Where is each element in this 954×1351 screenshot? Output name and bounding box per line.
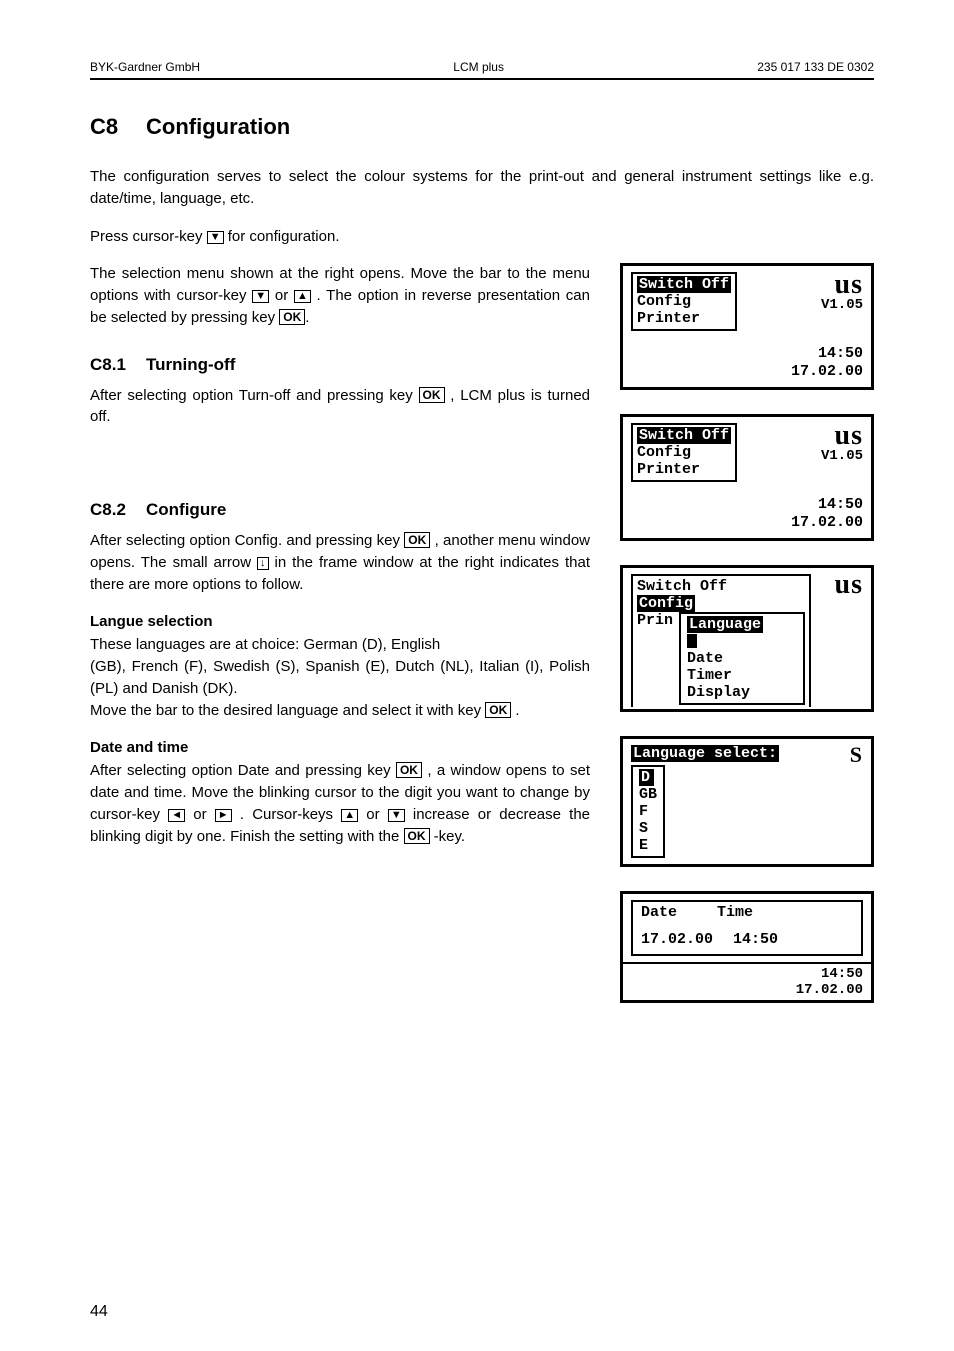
lcd4-o1: D [639,769,654,786]
intro-p1: The configuration serves to select the c… [90,166,874,210]
lcd3-sub4: Display [687,684,797,701]
lang-p1: These languages are at choice: German (D… [90,634,590,656]
lang-p3: Move the bar to the desired language and… [90,700,590,722]
lcd1-logo: us [821,272,863,297]
lcd5-date: 17.02.00 [631,982,863,998]
lcd1-opt1: Switch Off [637,276,731,293]
ok-key: OK [404,532,430,548]
lcd2-time: 14:50 [631,496,863,514]
hdr-left: BYK-Gardner GmbH [90,60,200,74]
lcd5-v2: 14:50 [733,931,778,948]
lcd3-sub2: Date [687,650,797,667]
section-num: C8 [90,114,146,140]
cursor-left-key: ◄ [168,809,185,822]
lcd2-logo: us [821,423,863,448]
lcd-panel-1: Switch Off Config Printer us V1.05 14:50… [620,263,874,390]
ok-key: OK [396,762,422,778]
p-c81: After selecting option Turn-off and pres… [90,385,590,429]
intro-p2: Press cursor-key ▼ for configuration. [90,226,874,248]
hdr-center: LCM plus [453,60,504,74]
lcd4-o3: F [639,803,657,820]
lcd4-o5: E [639,837,657,854]
lcd4-o4: S [639,820,657,837]
lcd4-o2: GB [639,786,657,803]
lcd4-options: D GB F S E [631,765,665,858]
lcd1-date: 17.02.00 [631,363,863,381]
section-text: Configuration [146,114,290,139]
intro-p3: The selection menu shown at the right op… [90,263,590,328]
sub-c82: C8.2Configure [90,500,590,520]
lcd3-sub1: Language [687,616,763,633]
page-number: 44 [90,1303,108,1321]
lcd3-top2: Config [637,595,695,612]
lcd2-ver: V1.05 [821,448,863,464]
hdr-right: 235 017 133 DE 0302 [757,60,874,74]
lcd2-opt3: Printer [637,461,731,478]
ok-key: OK [279,309,305,325]
lcd3-sub3: Timer [687,667,797,684]
lcd-panel-5: Date Time 17.02.00 14:50 14:50 17.02.00 [620,891,874,1003]
cursor-up-key: ▲ [294,290,311,303]
lcd1-ver: V1.05 [821,297,863,313]
down-arrow-key: ↓ [257,557,269,570]
date-heading: Date and time [90,739,590,756]
lcd5-time: 14:50 [631,966,863,982]
cursor-down-key: ▼ [207,231,224,244]
lcd5-v1: 17.02.00 [641,931,713,948]
lcd5-h2: Time [717,904,753,921]
section-title: C8Configuration [90,114,874,140]
lang-heading: Langue selection [90,613,590,630]
date-p: After selecting option Date and pressing… [90,760,590,847]
lcd2-opt1: Switch Off [637,427,731,444]
lcd1-time: 14:50 [631,345,863,363]
lcd-panel-2: Switch Off Config Printer us V1.05 14:50… [620,414,874,541]
cursor-down-key: ▼ [252,290,269,303]
ok-key: OK [485,702,511,718]
lcd4-title: Language select: [631,745,779,762]
lcd3-top3: Prin [637,612,673,629]
lcd1-opt3: Printer [637,310,731,327]
lcd2-opt2: Config [637,444,731,461]
cursor-bar-icon [687,634,697,648]
p-c82: After selecting option Config. and press… [90,530,590,595]
lcd1-menu: Switch Off Config Printer [631,272,737,331]
lcd4-logo: S [850,745,863,765]
lcd-panel-3: Switch Off Config Prin Language Date Tim… [620,565,874,712]
cursor-up-key: ▲ [341,809,358,822]
lcd3-menu: Switch Off Config Prin Language Date Tim… [631,574,811,707]
sub-c81: C8.1Turning-off [90,355,590,375]
lcd3-top1: Switch Off [637,578,805,595]
page-header: BYK-Gardner GmbH LCM plus 235 017 133 DE… [90,60,874,80]
lcd2-date: 17.02.00 [631,514,863,532]
ok-key: OK [404,828,430,844]
lang-p2: (GB), French (F), Swedish (S), Spanish (… [90,656,590,700]
lcd5-h1: Date [641,904,677,921]
lcd1-opt2: Config [637,293,731,310]
cursor-down-key: ▼ [388,809,405,822]
cursor-right-key: ► [215,809,232,822]
ok-key: OK [419,387,445,403]
lcd-panel-4: Language select: S D GB F S E [620,736,874,867]
lcd3-logo: us [835,572,863,597]
lcd2-menu: Switch Off Config Printer [631,423,737,482]
